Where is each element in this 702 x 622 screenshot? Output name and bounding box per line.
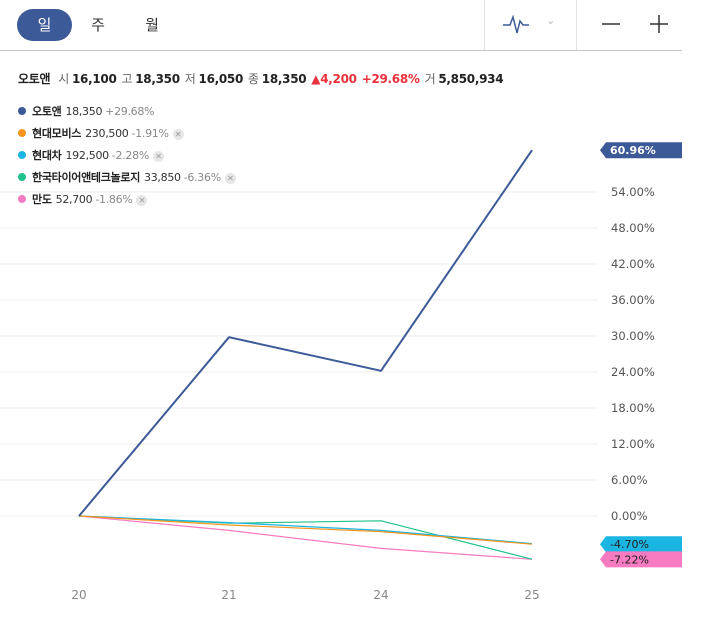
- series-line: [78, 515, 533, 560]
- tab-month[interactable]: 월: [145, 16, 159, 34]
- remove-series-icon[interactable]: ✕: [224, 173, 236, 184]
- line-chart-icon[interactable]: [502, 12, 530, 36]
- close-value: 18,350: [261, 72, 307, 86]
- change-value: ▲4,200: [311, 72, 357, 86]
- legend-pct: -2.28%: [111, 149, 149, 162]
- y-tick-label: 24.00%: [611, 365, 655, 379]
- y-tick-label: 48.00%: [611, 221, 655, 235]
- y-tick-label: 36.00%: [611, 293, 655, 307]
- divider: [576, 0, 577, 50]
- tab-day[interactable]: 일: [17, 9, 72, 41]
- y-tick-label: 42.00%: [611, 257, 655, 271]
- open-label: 시: [58, 72, 69, 86]
- stock-summary: 오토앤 시 16,100 고 18,350 저 16,050 종 18,350 ▲4,200 +29…: [18, 70, 508, 87]
- badge-label: -7.22%: [610, 553, 649, 566]
- legend-dot: [18, 151, 26, 159]
- y-tick-label: 12.00%: [611, 437, 655, 451]
- remove-series-icon[interactable]: ✕: [172, 129, 184, 140]
- legend-price: 18,350: [65, 105, 103, 118]
- value-badge: -7.22%: [600, 551, 682, 568]
- y-tick-label: 0.00%: [611, 509, 648, 523]
- legend-price: 192,500: [65, 149, 109, 162]
- legend-dot: [18, 129, 26, 137]
- legend-dot: [18, 173, 26, 181]
- close-label: 종: [248, 72, 259, 86]
- legend-dot: [18, 195, 26, 203]
- legend-item: 현대차 192,500 -2.28% ✕: [18, 145, 236, 167]
- value-badge: 60.96%: [600, 142, 682, 159]
- legend-name: 현대모비스: [32, 127, 82, 140]
- legend-item: 오토앤 18,350 +29.68%: [18, 101, 236, 123]
- low-label: 저: [184, 72, 196, 86]
- chevron-down-icon[interactable]: ⌄: [546, 14, 556, 27]
- series-line: [78, 149, 533, 517]
- legend-item: 한국타이어앤테크놀로지 33,850 -6.36% ✕: [18, 167, 236, 189]
- plus-icon[interactable]: [648, 10, 670, 38]
- y-tick-label: 6.00%: [611, 473, 648, 487]
- badge-label: 60.96%: [610, 144, 656, 157]
- legend-price: 33,850: [144, 171, 181, 184]
- minus-icon[interactable]: [600, 10, 622, 38]
- badge-label: -4.70%: [610, 538, 649, 551]
- high-label: 고: [121, 72, 133, 86]
- legend-item: 만도 52,700 -1.86% ✕: [18, 189, 236, 211]
- volume-label: 거: [424, 72, 436, 86]
- toolbar: 일 주 월 ⌄: [0, 0, 682, 51]
- x-tick-label: 24: [373, 588, 388, 602]
- y-tick-label: 18.00%: [611, 401, 655, 415]
- divider: [484, 0, 485, 50]
- legend-name: 오토앤: [32, 105, 62, 118]
- tab-week[interactable]: 주: [91, 16, 105, 34]
- legend-price: 230,500: [85, 127, 129, 140]
- legend-name: 현대차: [32, 149, 62, 162]
- y-tick-label: 54.00%: [611, 185, 655, 199]
- legend-dot: [18, 107, 26, 115]
- legend-pct: +29.68%: [105, 105, 155, 118]
- remove-series-icon[interactable]: ✕: [136, 195, 148, 206]
- x-tick-label: 20: [71, 588, 86, 602]
- remove-series-icon[interactable]: ✕: [152, 151, 164, 162]
- x-tick-label: 21: [221, 588, 236, 602]
- series-line: [78, 515, 533, 545]
- volume-value: 5,850,934: [438, 72, 504, 86]
- legend-item: 현대모비스 230,500 -1.91% ✕: [18, 123, 236, 145]
- open-value: 16,100: [71, 72, 117, 86]
- legend-name: 만도: [32, 193, 52, 206]
- legend-price: 52,700: [55, 193, 93, 206]
- stock-name: 오토앤: [18, 72, 51, 86]
- high-value: 18,350: [135, 72, 180, 86]
- low-value: 16,050: [198, 72, 244, 86]
- legend-pct: -1.91%: [131, 127, 169, 140]
- series-line: [78, 515, 533, 545]
- legend-pct: -1.86%: [95, 193, 133, 206]
- y-tick-label: 30.00%: [611, 329, 655, 343]
- chart-legend: 오토앤 18,350 +29.68% 현대모비스 230,500 -1.91% ✕ 현대차…: [18, 101, 236, 211]
- legend-name: 한국타이어앤테크놀로지: [32, 171, 141, 184]
- change-pct: +29.68%: [361, 72, 420, 86]
- value-badge: -4.70%: [600, 536, 682, 553]
- x-tick-label: 25: [524, 588, 539, 602]
- legend-pct: -6.36%: [183, 171, 221, 184]
